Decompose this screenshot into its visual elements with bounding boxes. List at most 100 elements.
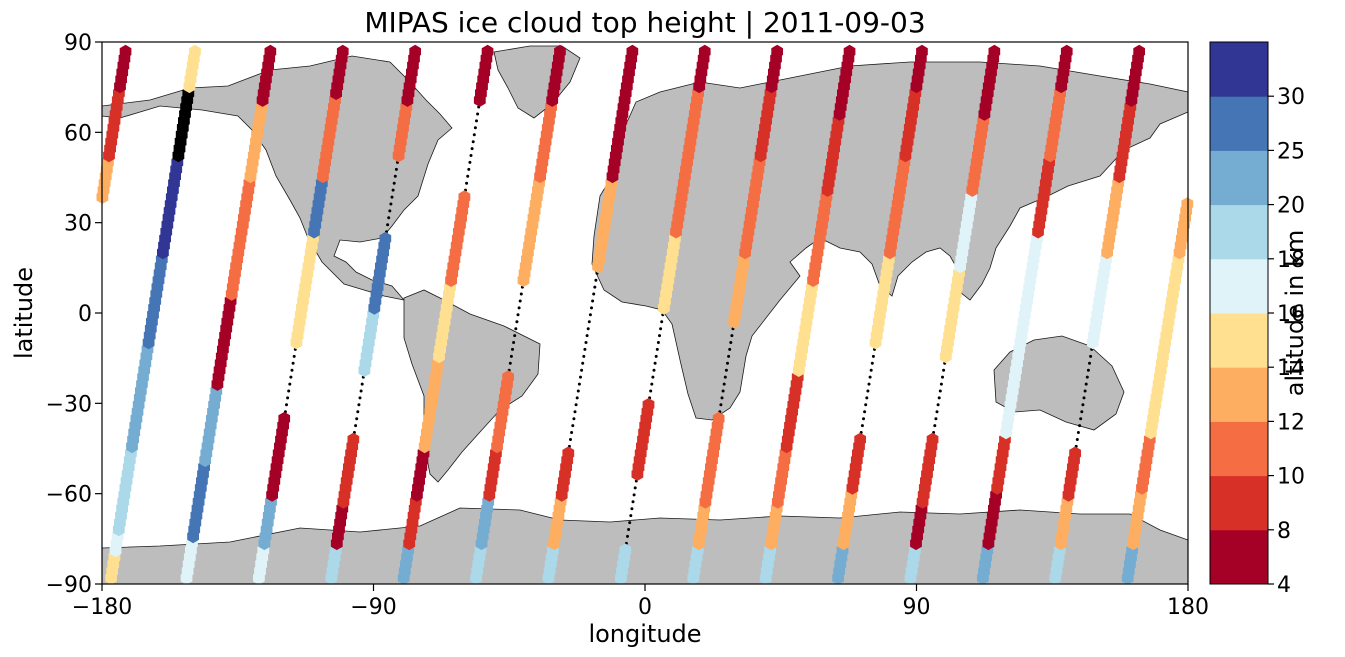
track-point bbox=[728, 347, 732, 351]
colorbar-tick-label: 18 bbox=[1277, 248, 1305, 273]
track-point bbox=[655, 347, 659, 351]
track-point bbox=[354, 424, 358, 428]
track-point bbox=[631, 500, 635, 504]
track-point bbox=[1078, 424, 1082, 428]
track-point bbox=[656, 341, 660, 344]
track-point bbox=[862, 417, 865, 421]
track-point bbox=[936, 403, 940, 407]
track-point bbox=[628, 521, 632, 525]
colorbar-tick-label: 4 bbox=[1277, 573, 1291, 598]
track-point bbox=[653, 361, 657, 365]
track-point bbox=[292, 354, 296, 358]
track-point bbox=[649, 389, 653, 393]
track-point bbox=[587, 320, 591, 324]
track-point bbox=[475, 119, 478, 123]
track-point bbox=[583, 347, 587, 351]
colorbar-tick-label: 10 bbox=[1277, 465, 1305, 490]
track-point bbox=[514, 327, 518, 331]
track-point bbox=[934, 417, 938, 421]
cloud-top-marker bbox=[619, 543, 632, 558]
track-point bbox=[391, 188, 395, 192]
track-point bbox=[584, 341, 588, 344]
track-point bbox=[630, 507, 634, 511]
y-tick-label: −60 bbox=[46, 483, 92, 508]
track-point bbox=[579, 375, 582, 379]
track-point bbox=[729, 341, 733, 344]
track-point bbox=[511, 347, 514, 351]
track-point bbox=[476, 112, 480, 116]
track-point bbox=[651, 375, 655, 379]
track-point bbox=[593, 285, 597, 289]
colorbar-segment bbox=[1210, 529, 1268, 585]
track-point bbox=[472, 133, 476, 137]
track-point bbox=[286, 396, 290, 400]
colorbar-tick-label: 12 bbox=[1277, 410, 1305, 435]
track-point bbox=[580, 368, 584, 372]
plot-area bbox=[96, 41, 1194, 585]
track-point bbox=[509, 354, 513, 358]
track-point bbox=[466, 174, 470, 178]
track-point bbox=[571, 424, 575, 428]
track-point bbox=[285, 403, 288, 407]
track-point bbox=[870, 361, 874, 365]
cloud-top-marker bbox=[278, 411, 291, 426]
cloud-top-marker bbox=[379, 231, 392, 246]
track-point bbox=[588, 313, 592, 317]
track-point bbox=[1086, 368, 1090, 372]
y-tick-label: −90 bbox=[46, 573, 92, 598]
colorbar-segment bbox=[1210, 42, 1268, 97]
track-point bbox=[937, 396, 941, 400]
cloud-top-marker bbox=[119, 44, 132, 59]
track-point bbox=[513, 334, 517, 338]
y-tick-label: 60 bbox=[64, 121, 92, 146]
track-point bbox=[468, 160, 472, 164]
track-point bbox=[723, 375, 727, 379]
track-point bbox=[575, 396, 579, 400]
colorbar-segment bbox=[1210, 367, 1268, 422]
track-point bbox=[658, 334, 661, 338]
cloud-top-marker bbox=[626, 44, 639, 59]
colorbar-tick-label: 14 bbox=[1277, 356, 1305, 381]
colorbar-segment bbox=[1210, 258, 1268, 314]
track-point bbox=[939, 382, 943, 386]
track-point bbox=[387, 216, 391, 220]
cloud-top-marker bbox=[336, 44, 349, 59]
track-point bbox=[473, 126, 477, 130]
cloud-markers bbox=[96, 44, 1194, 585]
x-tick-label: 0 bbox=[638, 595, 652, 620]
track-point bbox=[627, 528, 631, 531]
track-point bbox=[569, 438, 572, 441]
track-point bbox=[938, 389, 942, 393]
track-point bbox=[519, 292, 523, 296]
cloud-top-marker bbox=[1133, 44, 1145, 59]
track-point bbox=[516, 313, 520, 317]
track-point bbox=[467, 167, 471, 171]
track-point bbox=[390, 195, 394, 199]
track-point bbox=[355, 417, 359, 421]
track-point bbox=[719, 403, 723, 407]
north-america-land bbox=[101, 55, 453, 301]
track-point bbox=[585, 334, 589, 338]
colorbar-tick-label: 25 bbox=[1277, 139, 1305, 164]
track-point bbox=[865, 396, 869, 400]
track-point bbox=[389, 202, 393, 206]
cloud-top-marker bbox=[347, 432, 360, 447]
colorbar-segment bbox=[1210, 96, 1268, 151]
colorbar-tick-label: 16 bbox=[1277, 302, 1305, 327]
track-point bbox=[730, 334, 734, 338]
track-point bbox=[724, 368, 728, 372]
track-point bbox=[1075, 438, 1079, 441]
track-point bbox=[471, 140, 475, 144]
colorbar-segment bbox=[1210, 475, 1268, 531]
track-point bbox=[359, 389, 363, 393]
track-point bbox=[515, 320, 519, 324]
track-point bbox=[633, 486, 637, 490]
track-point bbox=[357, 403, 361, 407]
track-point bbox=[570, 431, 574, 434]
track-point bbox=[869, 368, 873, 372]
cloud-top-marker bbox=[189, 44, 201, 59]
x-tick-label: −180 bbox=[72, 595, 132, 620]
track-point bbox=[1088, 361, 1091, 365]
y-tick-label: 0 bbox=[78, 302, 92, 327]
